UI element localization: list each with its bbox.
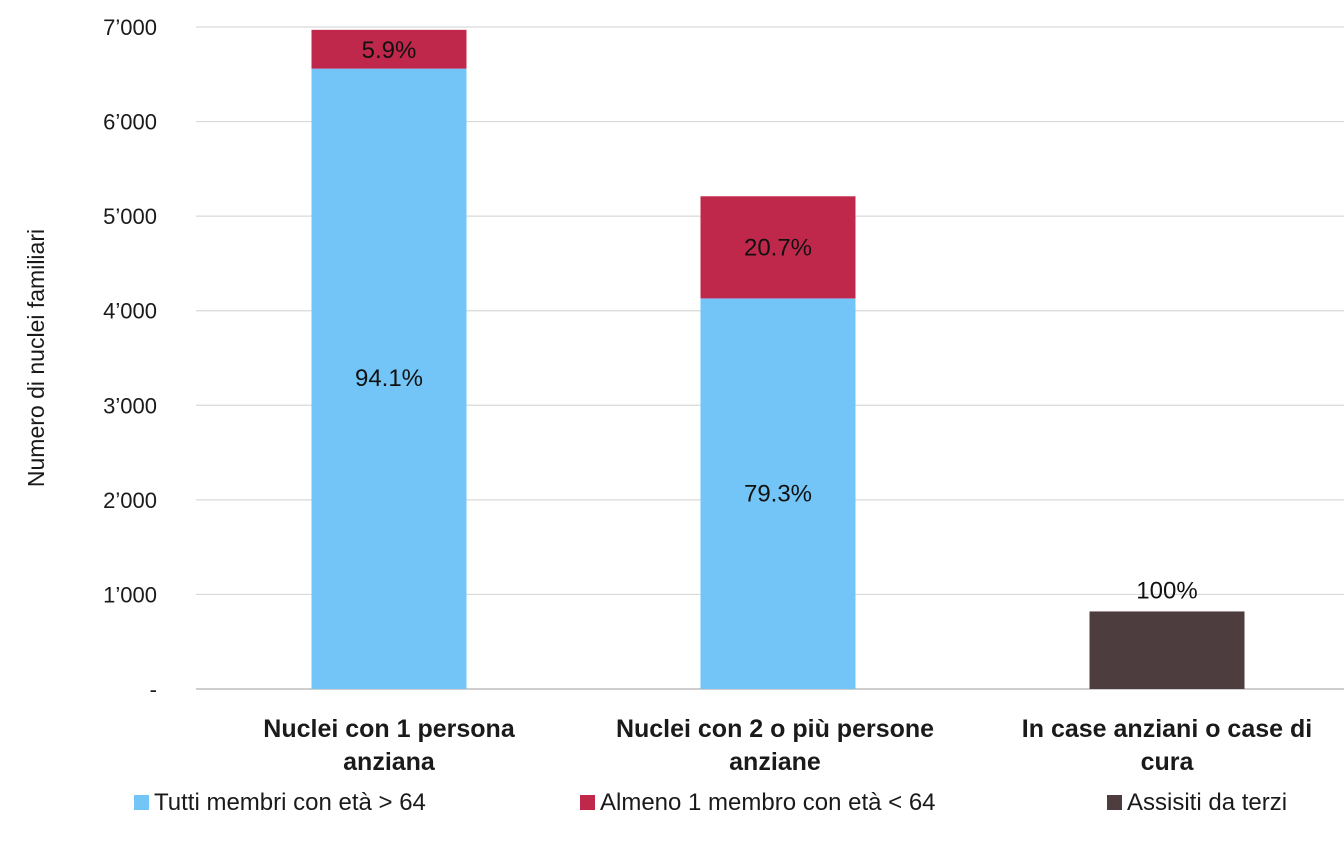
- y-tick-label: 1’000: [103, 582, 157, 607]
- data-label: 100%: [1136, 577, 1197, 604]
- category-label: In case anziani o case di: [1022, 715, 1312, 743]
- legend-label: Almeno 1 membro con età < 64: [600, 789, 936, 816]
- y-tick-label: 5’000: [103, 204, 157, 229]
- legend: Tutti membri con età > 64 Almeno 1 membro…: [134, 789, 1287, 816]
- legend-swatch: [1107, 795, 1122, 810]
- y-tick-label: -: [150, 677, 157, 702]
- category-label: Nuclei con 1 persona: [263, 715, 516, 743]
- legend-label: Tutti membri con età > 64: [154, 789, 426, 816]
- category-labels: Nuclei con 1 persona anziana Nuclei con 2 …: [263, 715, 1312, 776]
- bar-segment: [311, 29, 467, 69]
- bar-segment: [700, 196, 856, 299]
- data-label: 94.1%: [355, 365, 423, 392]
- y-tick-label: 4’000: [103, 299, 157, 324]
- data-label: 20.7%: [744, 234, 812, 261]
- data-labels: 94.1% 5.9% 79.3% 20.7% 100%: [355, 37, 1198, 604]
- bars: [311, 29, 1245, 689]
- category-label: cura: [1141, 748, 1195, 776]
- category-label: anziana: [343, 748, 436, 776]
- legend-label: Assisiti da terzi: [1127, 789, 1287, 816]
- category-label: Nuclei con 2 o più persone: [616, 715, 934, 743]
- bar-segment: [1089, 611, 1245, 689]
- y-tick-label: 7’000: [103, 15, 157, 40]
- bar-segment: [700, 298, 856, 689]
- legend-swatch: [134, 795, 149, 810]
- legend-swatch: [580, 795, 595, 810]
- y-tick-label: 2’000: [103, 488, 157, 513]
- category-label: anziane: [729, 748, 821, 776]
- y-axis-ticks: - 1’000 2’000 3’000 4’000 5’000 6’000 7’000: [103, 15, 157, 702]
- y-tick-label: 6’000: [103, 110, 157, 135]
- data-label: 79.3%: [744, 481, 812, 508]
- y-axis-label: Numero di nuclei familiari: [23, 229, 49, 487]
- y-tick-label: 3’000: [103, 393, 157, 418]
- bar-segment: [311, 68, 467, 689]
- data-label: 5.9%: [362, 37, 417, 64]
